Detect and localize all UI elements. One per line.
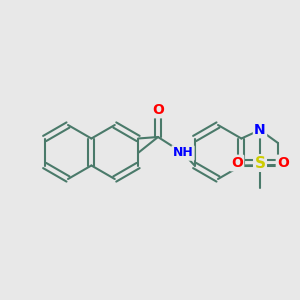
Text: O: O [277, 156, 289, 170]
Text: N: N [254, 123, 266, 137]
Text: NH: NH [172, 146, 194, 160]
Text: O: O [231, 156, 243, 170]
Text: O: O [152, 103, 164, 117]
Text: S: S [254, 155, 266, 170]
